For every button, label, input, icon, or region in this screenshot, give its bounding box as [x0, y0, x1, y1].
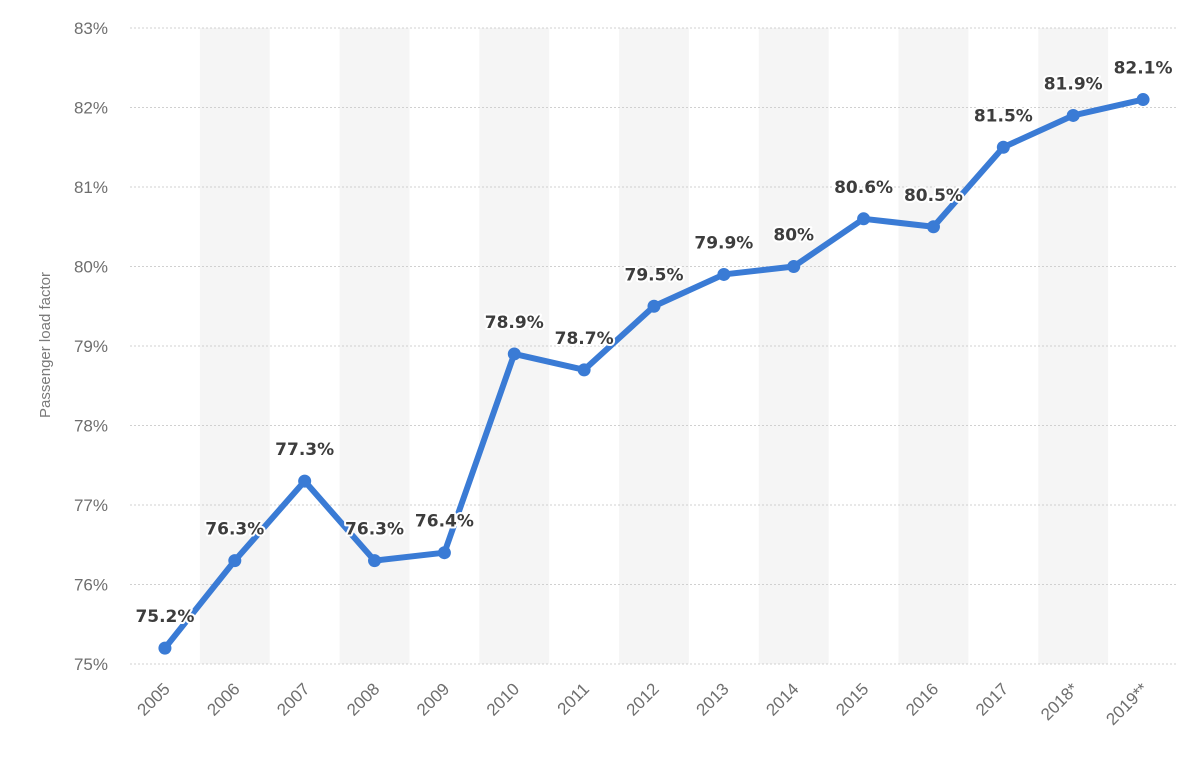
x-axis-ticks: 2005 2006 2007 2008 2009 2010 2011 2012 2013 2014…	[134, 679, 1153, 729]
x-tick-label: 2005	[134, 679, 174, 719]
data-label: 75.2%	[135, 607, 194, 627]
y-tick-label: 79%	[74, 337, 108, 356]
data-label: 81.9%	[1044, 74, 1103, 94]
column-band	[1038, 28, 1109, 664]
data-label: 81.5%	[974, 106, 1033, 126]
y-axis-label: Passenger load factor	[37, 272, 54, 418]
x-tick-label: 2006	[203, 679, 243, 719]
data-label: 76.4%	[415, 512, 474, 532]
data-label: 80.6%	[834, 178, 893, 198]
data-label: 80%	[773, 226, 814, 246]
x-tick-label: 2008	[343, 679, 383, 719]
data-label: 78.9%	[485, 313, 544, 333]
x-tick-label: 2007	[273, 679, 313, 719]
data-point	[717, 267, 731, 281]
data-point	[228, 554, 242, 568]
data-point	[368, 554, 382, 568]
y-tick-label: 80%	[74, 258, 108, 277]
y-tick-label: 83%	[74, 19, 108, 38]
data-label: 78.7%	[555, 329, 614, 349]
data-point	[577, 363, 591, 377]
data-point	[857, 212, 871, 226]
x-tick-label: 2009	[413, 679, 453, 719]
y-tick-label: 75%	[74, 655, 108, 674]
data-label: 76.3%	[345, 520, 404, 540]
y-tick-label: 81%	[74, 178, 108, 197]
data-point	[996, 140, 1010, 154]
data-labels: 75.2% 76.3% 77.3% 76.3% 76.4% 78.9% 78.7% 79.5%…	[133, 57, 1174, 630]
x-tick-label: 2010	[483, 679, 523, 719]
data-label: 77.3%	[275, 440, 334, 460]
y-tick-label: 82%	[74, 99, 108, 118]
data-point	[1136, 93, 1150, 107]
y-tick-label: 77%	[74, 496, 108, 515]
x-tick-label: 2013	[693, 679, 733, 719]
x-tick-label: 2015	[832, 679, 872, 719]
x-tick-label: 2017	[972, 679, 1012, 719]
data-points	[158, 93, 1150, 655]
data-point	[787, 260, 801, 273]
x-tick-label: 2011	[554, 679, 593, 718]
data-point	[158, 641, 172, 655]
data-label: 79.9%	[694, 233, 753, 253]
data-label: 80.5%	[904, 186, 963, 206]
y-axis-ticks: 75% 76% 77% 78% 79% 80% 81% 82% 83%	[74, 19, 108, 674]
column-band	[898, 28, 969, 664]
x-tick-label: 2018*	[1037, 679, 1082, 724]
data-point	[507, 347, 521, 361]
data-label: 79.5%	[625, 265, 684, 285]
x-tick-label: 2012	[623, 679, 663, 719]
x-tick-label: 2014	[762, 679, 802, 719]
data-label: 76.3%	[205, 520, 264, 540]
data-point	[298, 474, 312, 488]
data-point	[926, 220, 940, 234]
data-point	[437, 546, 451, 560]
x-tick-label: 2019**	[1102, 679, 1152, 729]
data-point	[647, 299, 661, 313]
y-tick-label: 76%	[74, 576, 108, 595]
x-tick-label: 2016	[902, 679, 942, 719]
data-label: 82.1%	[1114, 59, 1173, 79]
gridlines	[130, 27, 1178, 665]
data-point	[1066, 108, 1080, 122]
y-tick-label: 78%	[74, 417, 108, 436]
